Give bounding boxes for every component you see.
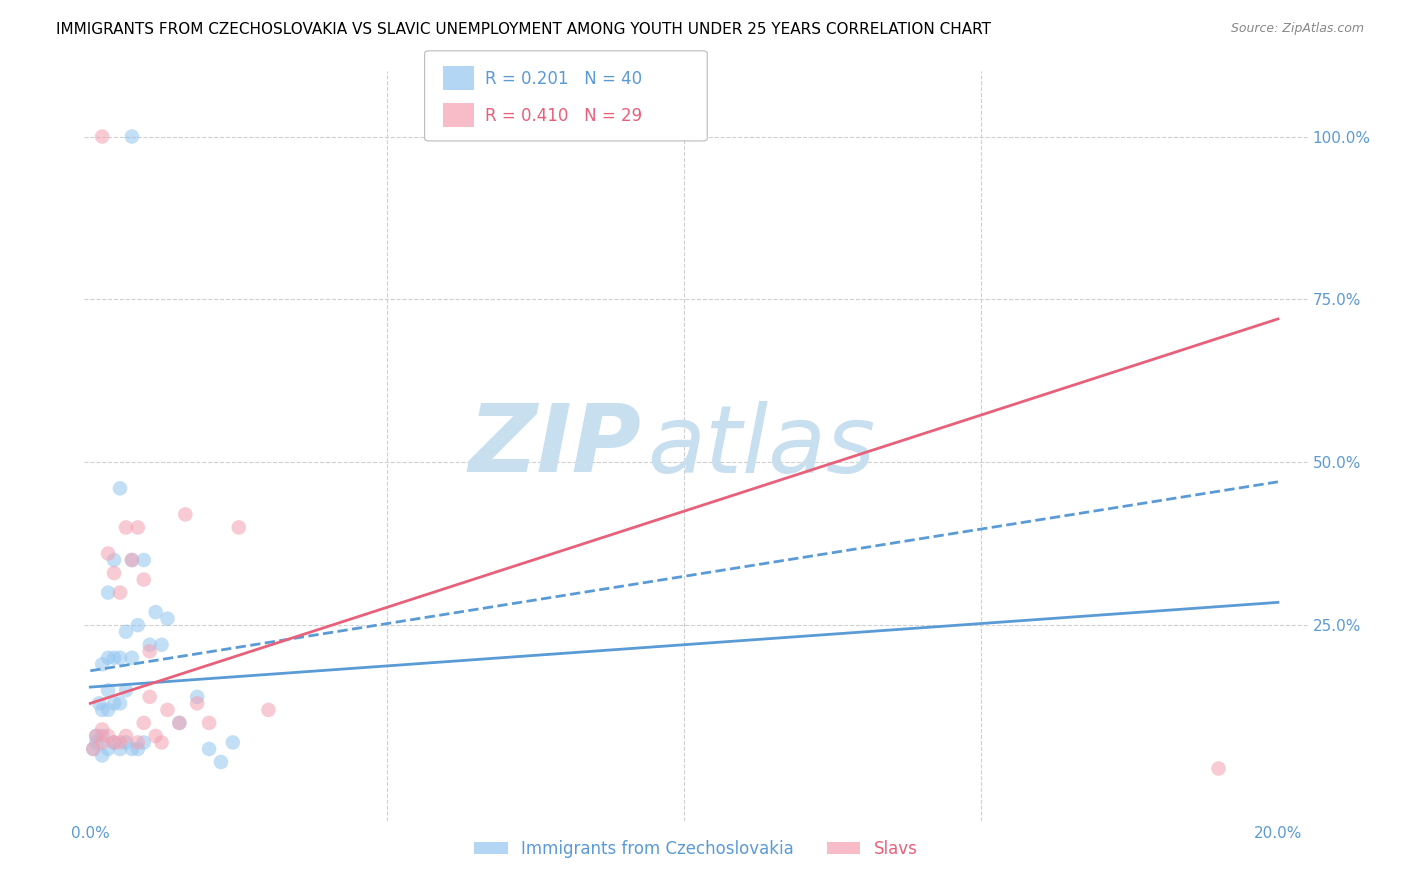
Point: [127, 520, 149, 534]
Point: [222, 735, 245, 749]
Point: [91, 723, 114, 737]
Point: [115, 624, 138, 639]
Point: [156, 703, 179, 717]
Point: [108, 735, 131, 749]
Point: [89, 697, 111, 711]
Point: [186, 690, 208, 704]
Point: [91, 735, 114, 749]
Point: [121, 553, 143, 567]
Point: [132, 715, 155, 730]
Point: [1208, 762, 1230, 776]
Point: [103, 566, 125, 580]
Point: [174, 508, 197, 522]
Point: [198, 715, 221, 730]
Legend: Immigrants from Czechoslovakia, Slavs: Immigrants from Czechoslovakia, Slavs: [468, 833, 924, 864]
Point: [156, 612, 179, 626]
Point: [108, 697, 131, 711]
Point: [108, 481, 131, 495]
Point: [91, 703, 114, 717]
Point: [97, 703, 120, 717]
Point: [103, 697, 125, 711]
Point: [103, 553, 125, 567]
Point: [138, 638, 160, 652]
Point: [84, 735, 107, 749]
Point: [91, 657, 114, 672]
Point: [103, 735, 125, 749]
Point: [186, 697, 208, 711]
Point: [132, 553, 155, 567]
Point: [150, 735, 173, 749]
Point: [127, 742, 149, 756]
Point: [103, 735, 125, 749]
Point: [84, 729, 107, 743]
Point: [198, 742, 221, 756]
Point: [97, 742, 120, 756]
Point: [82, 742, 104, 756]
Text: Source: ZipAtlas.com: Source: ZipAtlas.com: [1230, 22, 1364, 36]
Point: [150, 638, 173, 652]
Point: [97, 729, 120, 743]
Point: [91, 129, 114, 144]
Point: [121, 553, 143, 567]
Point: [84, 729, 107, 743]
Point: [145, 605, 167, 619]
Text: R = 0.201   N = 40: R = 0.201 N = 40: [485, 70, 643, 88]
Point: [169, 715, 191, 730]
Text: IMMIGRANTS FROM CZECHOSLOVAKIA VS SLAVIC UNEMPLOYMENT AMONG YOUTH UNDER 25 YEARS: IMMIGRANTS FROM CZECHOSLOVAKIA VS SLAVIC…: [56, 22, 991, 37]
Point: [127, 735, 149, 749]
Text: R = 0.410   N = 29: R = 0.410 N = 29: [485, 107, 643, 125]
Point: [97, 683, 120, 698]
Point: [209, 755, 232, 769]
Point: [103, 650, 125, 665]
Point: [132, 735, 155, 749]
Point: [121, 129, 143, 144]
Point: [108, 585, 131, 599]
Point: [138, 644, 160, 658]
Point: [115, 729, 138, 743]
Point: [257, 703, 280, 717]
Point: [91, 748, 114, 763]
Point: [138, 690, 160, 704]
Point: [97, 585, 120, 599]
Point: [97, 547, 120, 561]
Point: [108, 650, 131, 665]
Point: [127, 618, 149, 632]
Point: [108, 742, 131, 756]
Point: [121, 650, 143, 665]
Point: [82, 742, 104, 756]
Point: [169, 715, 191, 730]
Point: [121, 742, 143, 756]
Text: ZIP: ZIP: [468, 400, 641, 492]
Point: [115, 520, 138, 534]
Point: [91, 729, 114, 743]
Point: [228, 520, 250, 534]
Point: [97, 650, 120, 665]
Point: [145, 729, 167, 743]
Point: [132, 573, 155, 587]
Point: [115, 683, 138, 698]
Point: [115, 735, 138, 749]
Text: atlas: atlas: [647, 401, 876, 491]
